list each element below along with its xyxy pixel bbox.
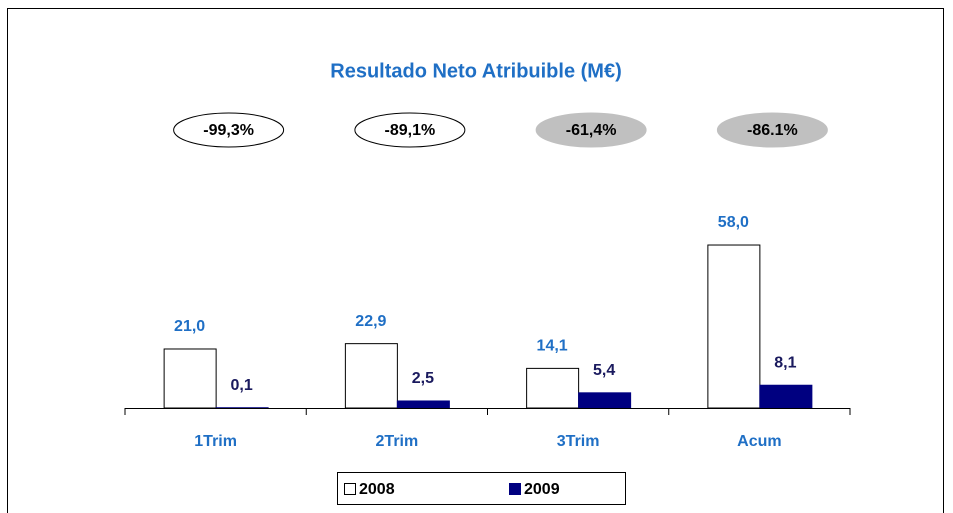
legend [337,472,626,505]
bar [396,400,450,409]
annotation-oval [354,112,466,148]
annotation: -86.1% [747,122,798,139]
data-label: 22,9 [355,313,386,330]
annotation-oval [535,112,647,148]
annotation: -89,1% [385,122,436,139]
data-label: 2,5 [412,370,434,387]
annotation-oval [173,112,285,148]
annotation: -61,4% [566,122,617,139]
annotation: -99,3% [203,122,254,139]
x-tick-label: Acum [737,433,781,450]
data-label: 5,4 [593,362,615,379]
x-tick-label: 2Trim [376,433,419,450]
data-label: 58,0 [718,214,749,231]
frame [7,8,944,513]
data-label: 14,1 [537,338,568,355]
x-tick-label: 3Trim [557,433,600,450]
legend-label: 2008 [359,481,395,498]
chart-title: Resultado Neto Atribuible (M€) [330,60,621,82]
bar [759,384,813,409]
bar [526,367,580,409]
data-label: 8,1 [774,354,796,371]
data-label: 21,0 [174,318,205,335]
bar [578,392,632,409]
data-label: 0,1 [231,377,253,394]
bar [163,348,217,409]
annotation-oval [716,112,828,148]
legend-label: 2009 [524,481,560,498]
x-tick-label: 1Trim [194,433,237,450]
bar [344,343,398,409]
legend-swatch [509,483,521,495]
bar [707,244,761,409]
legend-swatch [344,483,356,495]
